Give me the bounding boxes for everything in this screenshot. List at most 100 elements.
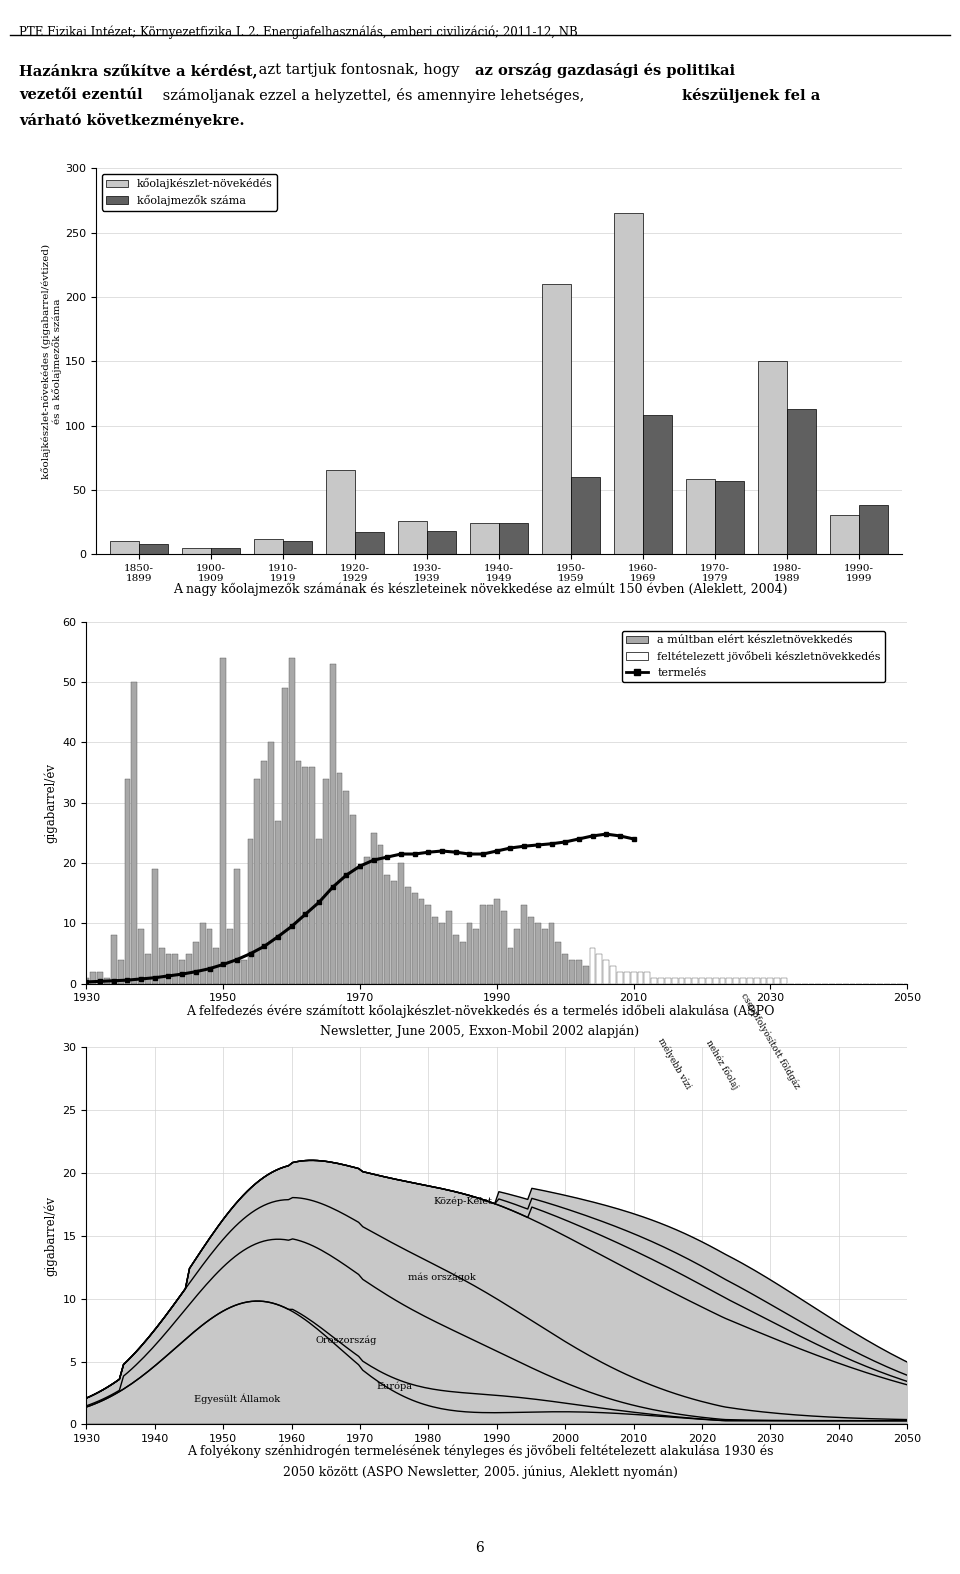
Y-axis label: kőolajkészlet-növekédes (gigabarrel/évtized)
és a kőolajmezők száma: kőolajkészlet-növekédes (gigabarrel/évti… bbox=[41, 244, 62, 478]
Bar bbox=[173, 954, 179, 984]
Bar bbox=[182, 548, 211, 554]
Text: azt tartjuk fontosnak, hogy: azt tartjuk fontosnak, hogy bbox=[254, 63, 465, 77]
Bar bbox=[747, 977, 753, 984]
Bar bbox=[563, 954, 568, 984]
Bar bbox=[767, 977, 774, 984]
Bar bbox=[193, 941, 199, 984]
Bar bbox=[515, 929, 520, 984]
Text: Oroszország: Oroszország bbox=[316, 1335, 377, 1344]
Bar bbox=[644, 971, 650, 984]
Bar bbox=[508, 948, 514, 984]
Bar bbox=[631, 971, 636, 984]
Bar bbox=[357, 869, 363, 984]
Bar bbox=[446, 911, 452, 984]
Bar bbox=[329, 664, 336, 984]
Bar bbox=[289, 658, 295, 984]
Bar bbox=[139, 543, 168, 554]
Bar bbox=[316, 839, 322, 984]
Text: A felfedezés évére számított kőolajkészlet-növekkedés és a termelés időbeli alak: A felfedezés évére számított kőolajkészl… bbox=[185, 1004, 775, 1018]
Legend: a múltban elért készletnövekkedés, feltételezett jövőbeli készletnövekkedés, ter: a múltban elért készletnövekkedés, felté… bbox=[622, 631, 885, 682]
Bar bbox=[859, 505, 888, 554]
Bar bbox=[720, 977, 726, 984]
Bar bbox=[781, 977, 787, 984]
Text: Newsletter, June 2005, Exxon-Mobil 2002 alapján): Newsletter, June 2005, Exxon-Mobil 2002 … bbox=[321, 1025, 639, 1039]
Text: számoljanak ezzel a helyzettel, és amennyire lehetséges,: számoljanak ezzel a helyzettel, és amenn… bbox=[158, 88, 589, 104]
Bar bbox=[427, 530, 456, 554]
Bar bbox=[624, 971, 630, 984]
Bar bbox=[425, 905, 431, 984]
Bar bbox=[787, 409, 816, 554]
Bar bbox=[493, 899, 500, 984]
Bar bbox=[603, 960, 610, 984]
Bar bbox=[556, 941, 562, 984]
Bar bbox=[467, 924, 472, 984]
Text: várható következményekre.: várható következményekre. bbox=[19, 113, 245, 129]
Text: mélyebb vízi: mélyebb vízi bbox=[657, 1036, 693, 1091]
Bar bbox=[548, 924, 555, 984]
Bar bbox=[84, 977, 89, 984]
Bar bbox=[104, 977, 109, 984]
Bar bbox=[200, 924, 205, 984]
Bar bbox=[248, 839, 253, 984]
Bar bbox=[542, 283, 571, 554]
Bar bbox=[241, 960, 247, 984]
Bar bbox=[470, 523, 499, 554]
Bar bbox=[392, 881, 397, 984]
Bar bbox=[541, 929, 547, 984]
Bar bbox=[419, 899, 424, 984]
Bar bbox=[611, 965, 616, 984]
Bar bbox=[830, 515, 859, 554]
Bar bbox=[432, 918, 438, 984]
Bar bbox=[132, 682, 137, 984]
Text: cseppfolyósított földgáz: cseppfolyósított földgáz bbox=[739, 992, 802, 1091]
Bar bbox=[355, 532, 384, 554]
Bar bbox=[110, 541, 139, 554]
Text: az ország gazdasági és politikai: az ország gazdasági és politikai bbox=[475, 63, 735, 79]
Bar bbox=[733, 977, 739, 984]
Legend: kőolajkészlet-növekédés, kőolajmezők száma: kőolajkészlet-növekédés, kőolajmezők szá… bbox=[102, 175, 277, 211]
Bar bbox=[234, 869, 240, 984]
Text: más országok: más országok bbox=[408, 1272, 476, 1281]
Bar bbox=[528, 918, 534, 984]
Bar bbox=[261, 760, 267, 984]
Bar bbox=[152, 869, 157, 984]
Bar bbox=[254, 538, 283, 554]
Bar bbox=[583, 965, 588, 984]
Bar bbox=[283, 541, 312, 554]
Bar bbox=[712, 977, 719, 984]
Bar bbox=[220, 658, 227, 984]
Bar bbox=[775, 977, 780, 984]
Bar bbox=[398, 863, 404, 984]
Bar bbox=[501, 911, 507, 984]
Bar bbox=[268, 743, 274, 984]
Bar bbox=[686, 480, 715, 554]
Text: Európa: Európa bbox=[376, 1382, 412, 1391]
Bar bbox=[371, 833, 376, 984]
Bar bbox=[439, 924, 445, 984]
Text: 6: 6 bbox=[475, 1541, 485, 1555]
Bar bbox=[758, 360, 787, 554]
Bar bbox=[412, 894, 418, 984]
Bar bbox=[337, 773, 343, 984]
Bar bbox=[282, 688, 288, 984]
Bar bbox=[344, 790, 349, 984]
Bar bbox=[206, 929, 212, 984]
Text: vezetői ezentúl: vezetői ezentúl bbox=[19, 88, 143, 102]
Text: Közép-Kelet: Közép-Kelet bbox=[433, 1196, 492, 1206]
Bar bbox=[706, 977, 711, 984]
Bar bbox=[679, 977, 684, 984]
Y-axis label: gigabarrel/év: gigabarrel/év bbox=[43, 763, 57, 842]
Bar bbox=[275, 822, 281, 984]
Bar bbox=[165, 954, 172, 984]
Text: A nagy kőolajmezők számának és készleteinek növekkedése az elmúlt 150 évben (Ale: A nagy kőolajmezők számának és készletei… bbox=[173, 582, 787, 597]
Bar bbox=[326, 471, 355, 554]
Bar bbox=[118, 960, 124, 984]
Bar bbox=[658, 977, 664, 984]
Bar bbox=[350, 815, 356, 984]
Bar bbox=[309, 767, 315, 984]
Bar bbox=[596, 954, 602, 984]
Bar bbox=[158, 948, 164, 984]
Bar bbox=[754, 977, 759, 984]
Text: nehéz főolaj: nehéz főolaj bbox=[705, 1039, 740, 1091]
Bar bbox=[228, 929, 233, 984]
